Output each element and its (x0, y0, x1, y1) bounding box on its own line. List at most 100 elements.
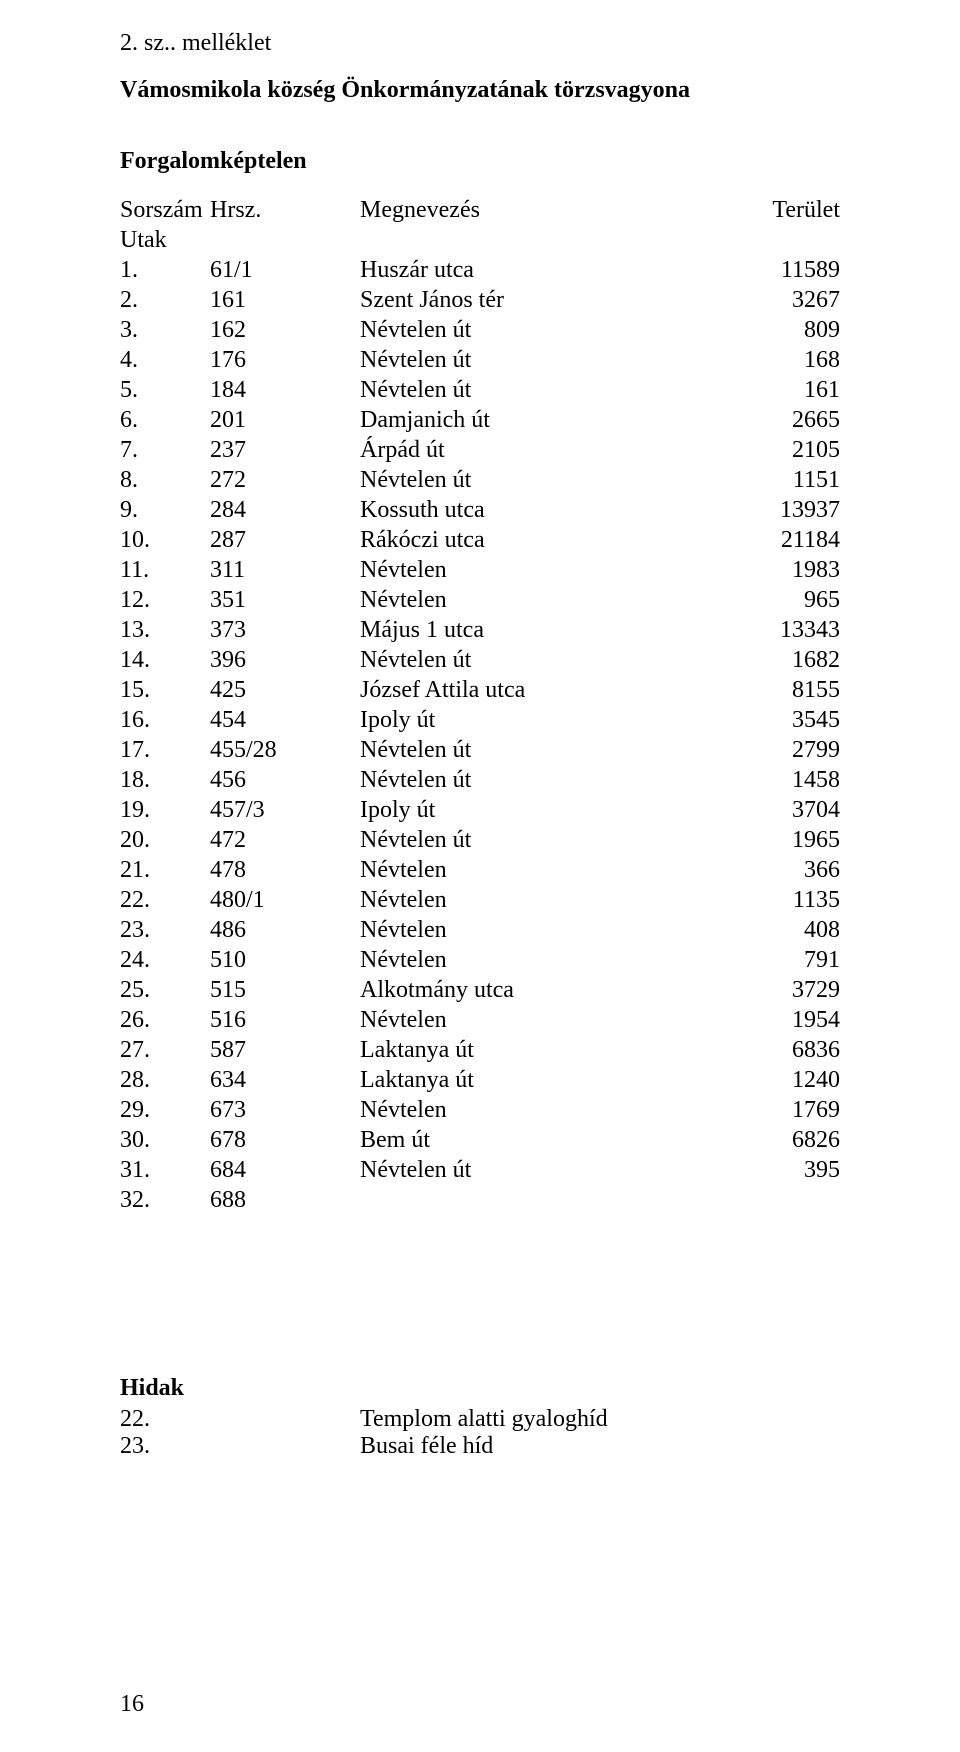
document-page: 2. sz.. melléklet Vámosmikola község Önk… (0, 0, 960, 1752)
table-row: 18.456Névtelen út1458 (120, 765, 840, 795)
cell-megnevezes: Alkotmány utca (360, 975, 700, 1005)
cell-terulet: 2799 (700, 735, 840, 765)
cell-sorszam: 23. (120, 915, 210, 945)
header-terulet: Terület (700, 195, 840, 225)
cell-hrsz: 396 (210, 645, 360, 675)
cell-hrsz: 634 (210, 1065, 360, 1095)
cell-sorszam: 8. (120, 465, 210, 495)
cell-hrsz: 510 (210, 945, 360, 975)
cell-hrsz: 486 (210, 915, 360, 945)
cell-megnevezes: Névtelen út (360, 825, 700, 855)
cell-hrsz: 688 (210, 1185, 360, 1215)
cell-hrsz: 673 (210, 1095, 360, 1125)
cell-terulet: 21184 (700, 525, 840, 555)
header-megnevezes: Megnevezés (360, 195, 700, 225)
cell-terulet: 809 (700, 315, 840, 345)
cell-megnevezes: Névtelen út (360, 735, 700, 765)
section-title: Forgalomképtelen (120, 148, 840, 175)
cell-megnevezes: Május 1 utca (360, 615, 700, 645)
cell-hrsz: 284 (210, 495, 360, 525)
cell-terulet: 408 (700, 915, 840, 945)
cell-terulet: 1983 (700, 555, 840, 585)
hidak-label: Busai féle híd (360, 1433, 840, 1460)
cell-hrsz: 480/1 (210, 885, 360, 915)
table-row: 22.480/1Névtelen1135 (120, 885, 840, 915)
cell-terulet: 3267 (700, 285, 840, 315)
cell-sorszam: 15. (120, 675, 210, 705)
cell-sorszam: 14. (120, 645, 210, 675)
attachment-line: 2. sz.. melléklet (120, 30, 840, 57)
cell-sorszam: 6. (120, 405, 210, 435)
table-row: 3.162Névtelen út809 (120, 315, 840, 345)
cell-hrsz: 201 (210, 405, 360, 435)
cell-terulet: 1458 (700, 765, 840, 795)
cell-terulet: 1135 (700, 885, 840, 915)
cell-sorszam: 9. (120, 495, 210, 525)
cell-megnevezes: Névtelen út (360, 765, 700, 795)
cell-hrsz: 684 (210, 1155, 360, 1185)
cell-terulet: 1965 (700, 825, 840, 855)
hidak-num: 23. (120, 1433, 360, 1460)
cell-terulet: 168 (700, 345, 840, 375)
table-row: 28.634Laktanya út1240 (120, 1065, 840, 1095)
cell-terulet: 6836 (700, 1035, 840, 1065)
cell-megnevezes: Laktanya út (360, 1065, 700, 1095)
cell-sorszam: 19. (120, 795, 210, 825)
cell-terulet: 1769 (700, 1095, 840, 1125)
table-row: 1.61/1Huszár utca11589 (120, 255, 840, 285)
cell-terulet: 161 (700, 375, 840, 405)
cell-megnevezes: Ipoly út (360, 795, 700, 825)
table-row: 21.478Névtelen366 (120, 855, 840, 885)
cell-hrsz: 425 (210, 675, 360, 705)
table-row: 12.351Névtelen965 (120, 585, 840, 615)
hidak-row: 22.Templom alatti gyaloghíd (120, 1406, 840, 1433)
table-row: 29.673Névtelen1769 (120, 1095, 840, 1125)
hidak-title: Hidak (120, 1375, 840, 1402)
cell-terulet: 1682 (700, 645, 840, 675)
table-row: 20.472Névtelen út1965 (120, 825, 840, 855)
cell-sorszam: 18. (120, 765, 210, 795)
table-row: 24.510Névtelen791 (120, 945, 840, 975)
table-row: 13.373Május 1 utca13343 (120, 615, 840, 645)
cell-sorszam: 11. (120, 555, 210, 585)
cell-sorszam: 24. (120, 945, 210, 975)
table-row: 14.396Névtelen út1682 (120, 645, 840, 675)
utak-label: Utak (120, 225, 210, 255)
cell-hrsz: 61/1 (210, 255, 360, 285)
cell-sorszam: 2. (120, 285, 210, 315)
table-row: 27.587Laktanya út6836 (120, 1035, 840, 1065)
cell-hrsz: 311 (210, 555, 360, 585)
cell-sorszam: 28. (120, 1065, 210, 1095)
cell-terulet: 395 (700, 1155, 840, 1185)
cell-megnevezes: József Attila utca (360, 675, 700, 705)
cell-hrsz: 587 (210, 1035, 360, 1065)
cell-megnevezes: Névtelen (360, 915, 700, 945)
cell-megnevezes: Névtelen út (360, 375, 700, 405)
cell-sorszam: 17. (120, 735, 210, 765)
hidak-row: 23.Busai féle híd (120, 1433, 840, 1460)
cell-terulet: 6826 (700, 1125, 840, 1155)
cell-megnevezes: Névtelen (360, 585, 700, 615)
cell-hrsz: 184 (210, 375, 360, 405)
cell-terulet: 1954 (700, 1005, 840, 1035)
cell-sorszam: 1. (120, 255, 210, 285)
cell-sorszam: 20. (120, 825, 210, 855)
cell-terulet: 1151 (700, 465, 840, 495)
cell-terulet: 3704 (700, 795, 840, 825)
cell-hrsz: 272 (210, 465, 360, 495)
cell-megnevezes: Kossuth utca (360, 495, 700, 525)
cell-terulet: 2665 (700, 405, 840, 435)
table-row: 31.684Névtelen út395 (120, 1155, 840, 1185)
cell-hrsz: 287 (210, 525, 360, 555)
document-title: Vámosmikola község Önkormányzatának törz… (120, 77, 840, 104)
table-row: 26.516Névtelen1954 (120, 1005, 840, 1035)
cell-megnevezes: Névtelen (360, 1005, 700, 1035)
table-row: 7.237Árpád út2105 (120, 435, 840, 465)
cell-megnevezes: Névtelen út (360, 645, 700, 675)
cell-sorszam: 12. (120, 585, 210, 615)
table-row: 30.678Bem út6826 (120, 1125, 840, 1155)
cell-hrsz: 455/28 (210, 735, 360, 765)
table-row: 9.284Kossuth utca13937 (120, 495, 840, 525)
cell-hrsz: 457/3 (210, 795, 360, 825)
cell-megnevezes: Névtelen (360, 885, 700, 915)
